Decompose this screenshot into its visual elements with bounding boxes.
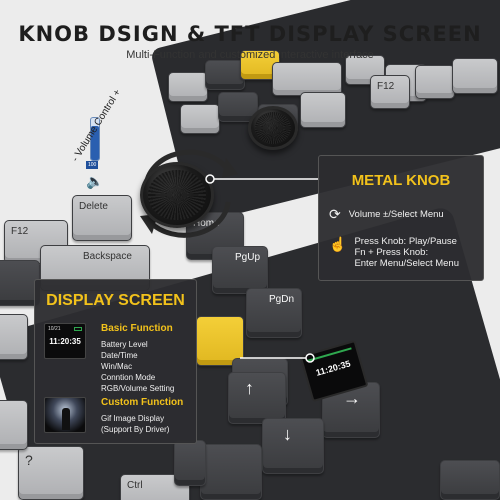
key-pgup-label: PgUp bbox=[235, 252, 261, 263]
key-back-1 bbox=[168, 72, 208, 102]
rotate-text: Volume ±/Select Menu bbox=[348, 209, 444, 220]
press-row: ☝ Press Knob: Play/Pause Fn + Press Knob… bbox=[329, 236, 459, 269]
key-home-label: Home bbox=[193, 218, 220, 229]
key-arrow-down: ↓ bbox=[262, 418, 324, 474]
key-left-2 bbox=[0, 314, 28, 360]
speaker-icon: 🔈 bbox=[86, 173, 104, 189]
key-back-5 bbox=[218, 92, 258, 122]
volume-indicator bbox=[90, 117, 100, 161]
mini-screen-time: 11:20:35 bbox=[49, 337, 81, 346]
custom-item-2: (Support By Driver) bbox=[101, 425, 170, 434]
key-back-6 bbox=[272, 62, 342, 96]
mini-screen-date: 10/21 bbox=[48, 326, 61, 332]
key-right-edge bbox=[440, 460, 500, 500]
key-question-label: ? bbox=[25, 452, 33, 468]
arrow-right-icon: → bbox=[343, 388, 361, 408]
press-text: Press Knob: Play/Pause Fn + Press Knob: … bbox=[354, 236, 459, 269]
key-left-4 bbox=[174, 440, 206, 486]
press-line-3: Enter Menu/Select Menu bbox=[354, 258, 459, 269]
key-question: ? bbox=[18, 446, 84, 500]
headline-subtitle: Multi-Function and customized interactiv… bbox=[126, 49, 374, 61]
key-delete-label: Delete bbox=[79, 201, 108, 212]
gif-figure-icon bbox=[62, 408, 70, 430]
basic-item-2: Date/Time bbox=[101, 351, 138, 360]
key-arrow-left bbox=[200, 444, 262, 500]
key-arrow-up: ↑ bbox=[228, 372, 286, 424]
custom-item-1: Gif Image Display bbox=[101, 414, 165, 423]
key-enter bbox=[196, 316, 244, 366]
key-back-9 bbox=[415, 65, 455, 99]
mini-screen-battery-icon bbox=[74, 327, 82, 331]
volume-fill bbox=[91, 126, 99, 160]
rotate-row: ⟳ Volume ±/Select Menu bbox=[329, 206, 444, 223]
metal-knob-title: METAL KNOB bbox=[351, 172, 451, 189]
mini-screen-clock: 10/21 11:20:35 bbox=[44, 323, 86, 359]
basic-item-3: Win/Mac bbox=[101, 362, 133, 371]
basic-item-5: RGB/Volume Setting bbox=[101, 384, 175, 393]
key-back-4 bbox=[180, 104, 220, 134]
key-pgdn-label: PgDn bbox=[269, 294, 295, 305]
basic-item-1: Battery Level bbox=[101, 340, 148, 349]
callout-pointer-screen bbox=[240, 353, 315, 363]
key-left-1 bbox=[0, 260, 40, 306]
back-knob bbox=[248, 106, 298, 150]
key-left-3 bbox=[0, 400, 28, 450]
key-back-2 bbox=[205, 60, 245, 90]
arrow-up-icon: ↑ bbox=[245, 378, 254, 398]
main-knob bbox=[140, 162, 214, 228]
metal-knob-panel: METAL KNOB ⟳ Volume ±/Select Menu ☝ Pres… bbox=[318, 155, 484, 281]
key-ctrl-label: Ctrl bbox=[127, 480, 143, 491]
key-back-f12-label: F12 bbox=[377, 81, 395, 92]
volume-value: 100 bbox=[86, 161, 99, 169]
custom-function-title: Custom Function bbox=[101, 397, 184, 408]
basic-function-title: Basic Function bbox=[101, 323, 173, 334]
key-backspace-label: Backspace bbox=[83, 251, 132, 262]
key-f12-label: F12 bbox=[11, 226, 29, 237]
headline-title: KNOB DSIGN & TFT DISPLAY SCREEN bbox=[18, 22, 482, 46]
key-delete: Delete bbox=[72, 195, 132, 241]
callout-pointer-knob bbox=[205, 174, 320, 184]
press-hand-icon: ☝ bbox=[329, 236, 347, 252]
key-back-10 bbox=[452, 58, 498, 94]
key-pgup: PgUp bbox=[212, 246, 268, 294]
press-line-1: Press Knob: Play/Pause bbox=[354, 236, 457, 247]
arrow-down-icon: ↓ bbox=[283, 424, 292, 444]
custom-function-list: Gif Image Display (Support By Driver) bbox=[101, 413, 169, 435]
press-line-2: Fn + Press Knob: bbox=[354, 247, 429, 258]
display-screen-panel: DISPLAY SCREEN 10/21 11:20:35 Basic Func… bbox=[34, 279, 197, 444]
rotate-icon: ⟳ bbox=[329, 206, 341, 222]
mini-screen-gif bbox=[44, 397, 86, 433]
basic-item-4: Conntion Mode bbox=[101, 373, 156, 382]
display-screen-title: DISPLAY SCREEN bbox=[46, 292, 185, 309]
basic-function-list: Battery Level Date/Time Win/Mac Conntion… bbox=[101, 339, 174, 394]
key-back-f12: F12 bbox=[370, 75, 410, 109]
key-pgdn: PgDn bbox=[246, 288, 302, 338]
key-back-11 bbox=[300, 92, 346, 128]
